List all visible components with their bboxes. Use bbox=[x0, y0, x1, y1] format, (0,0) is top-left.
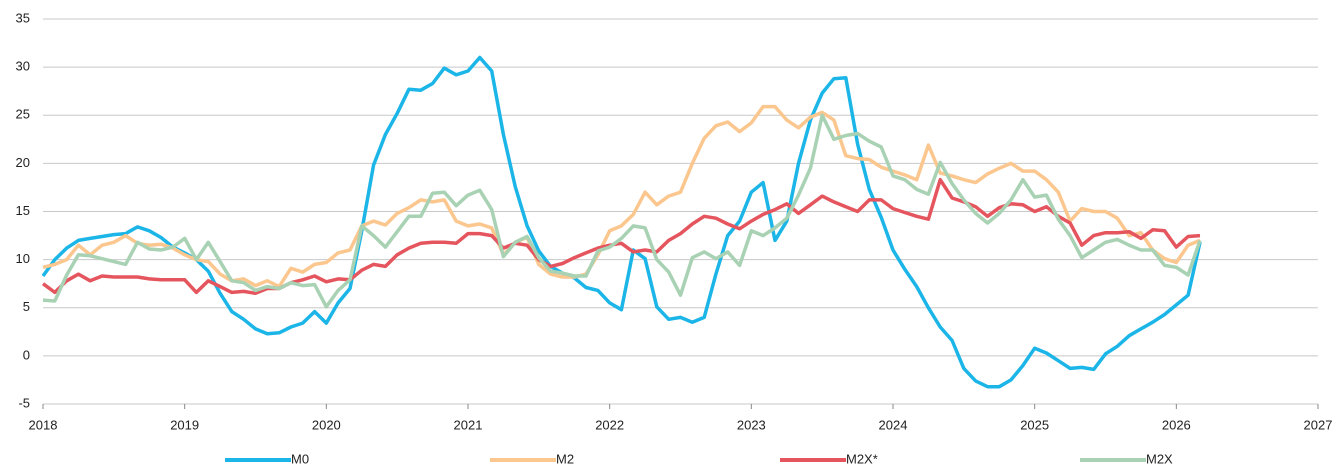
series-line bbox=[42, 113, 1202, 309]
x-tick-label: 2022 bbox=[595, 417, 624, 432]
legend-label: M0 bbox=[291, 451, 309, 466]
y-tick-label: 10 bbox=[16, 251, 30, 266]
y-tick-label: 15 bbox=[16, 203, 30, 218]
x-tick-label: 2026 bbox=[1162, 417, 1191, 432]
y-tick-label: -5 bbox=[18, 395, 30, 410]
y-tick-label: 5 bbox=[23, 299, 30, 314]
series-line bbox=[41, 55, 1202, 389]
x-tick-label: 2025 bbox=[1020, 417, 1049, 432]
y-tick-label: 30 bbox=[16, 59, 30, 74]
legend-label: M2X* bbox=[846, 451, 878, 466]
y-tick-label: 0 bbox=[23, 347, 30, 362]
legend-label: M2X bbox=[1146, 451, 1173, 466]
x-tick-label: 2020 bbox=[312, 417, 341, 432]
y-tick-label: 20 bbox=[16, 155, 30, 170]
x-tick-label: 2023 bbox=[737, 417, 766, 432]
x-tick-label: 2024 bbox=[879, 417, 908, 432]
x-tick-label: 2021 bbox=[454, 417, 483, 432]
y-tick-label: 35 bbox=[16, 10, 30, 25]
x-tick-label: 2018 bbox=[29, 417, 58, 432]
y-tick-label: 25 bbox=[16, 107, 30, 122]
legend-label: M2 bbox=[556, 451, 574, 466]
x-tick-label: 2019 bbox=[170, 417, 199, 432]
x-tick-label: 2027 bbox=[1304, 417, 1333, 432]
